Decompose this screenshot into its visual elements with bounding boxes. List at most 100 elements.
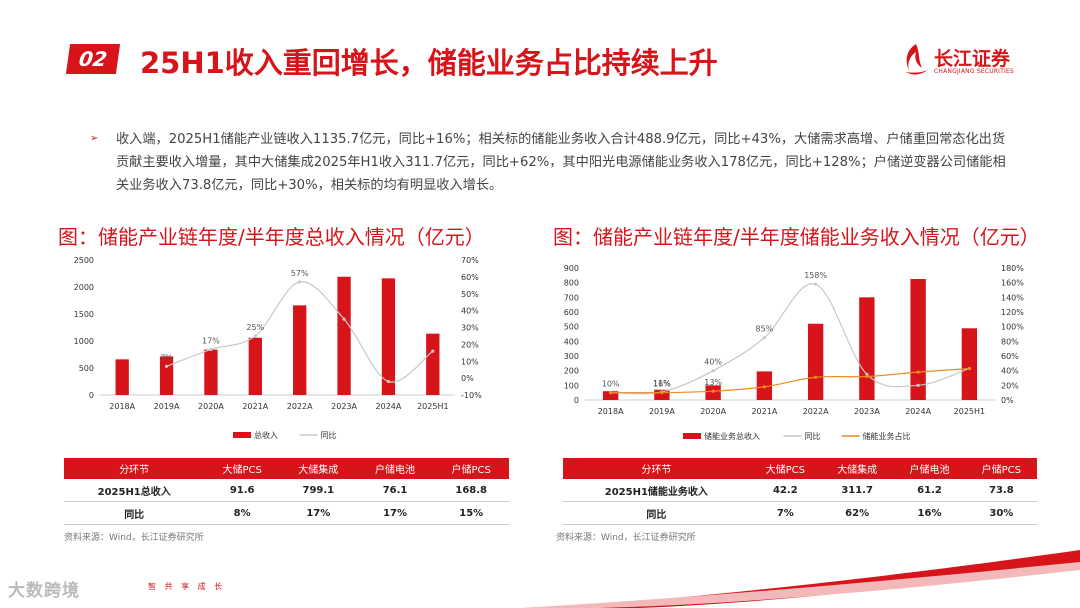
- table-cell: 42.2: [749, 479, 821, 502]
- data-label: 40%: [704, 358, 722, 367]
- series-line-储能业务占比: [610, 367, 970, 394]
- table-header-row: 分环节 大储PCS 大储集成 户储电池 户储PCS: [64, 458, 509, 479]
- y-right-tick-label: 50%: [461, 290, 479, 299]
- y-left-tick-label: 2000: [74, 283, 94, 292]
- data-label: 25%: [246, 323, 264, 332]
- line-point: [164, 364, 169, 368]
- data-label: 7%: [160, 353, 173, 362]
- logo-subtitle: CHANGJIANG SECURITIES: [934, 68, 1014, 75]
- table-cell: 2025H1总收入: [64, 479, 205, 502]
- table-header: 户储电池: [893, 458, 966, 479]
- y-right-tick-label: 0%: [461, 374, 474, 383]
- line-point: [253, 334, 257, 338]
- line-point: [762, 385, 766, 389]
- x-tick-label: 2018A: [109, 402, 135, 411]
- section-number-badge: 02: [65, 44, 121, 74]
- line-point: [865, 374, 869, 379]
- bar-2025H1: [961, 328, 978, 400]
- line-point: [762, 336, 766, 340]
- y-right-tick-label: 180%: [1001, 264, 1024, 273]
- line-point: [609, 391, 613, 395]
- table-header: 大储集成: [820, 458, 894, 479]
- x-tick-label: 2024A: [376, 402, 402, 411]
- y-right-tick-label: -10%: [461, 391, 482, 400]
- line-point: [342, 317, 346, 321]
- x-tick-label: 2019A: [649, 407, 675, 416]
- y-right-tick-label: 10%: [461, 357, 479, 366]
- data-label: 158%: [804, 271, 827, 280]
- y-right-tick-label: 30%: [461, 324, 479, 333]
- data-label: 17%: [202, 336, 220, 345]
- y-left-tick-label: 100: [564, 381, 579, 390]
- logo-emblem-icon: [906, 44, 928, 75]
- table-header: 户储PCS: [965, 458, 1037, 479]
- line-point: [967, 366, 971, 371]
- line-point: [711, 389, 715, 393]
- table-cell: 8%: [204, 501, 280, 525]
- table-row: 2025H1储能业务收入 42.2 311.7 61.2 73.8: [563, 479, 1037, 502]
- table-header: 分环节: [563, 458, 750, 479]
- line-point: [814, 282, 818, 286]
- bar-2023A: [859, 297, 875, 400]
- table-cell: 15%: [433, 501, 509, 525]
- table-cell: 168.8: [433, 479, 509, 502]
- data-label: 57%: [291, 269, 309, 278]
- y-right-tick-label: 80%: [1001, 337, 1019, 346]
- table-header: 户储电池: [356, 458, 434, 479]
- x-tick-label: 2020A: [700, 407, 726, 416]
- table-cell: 76.1: [356, 479, 434, 502]
- legend-label: 储能业务占比: [863, 431, 911, 441]
- footer-swoosh: [520, 550, 1080, 608]
- bar-2024A: [910, 279, 926, 400]
- x-tick-label: 2024A: [905, 407, 931, 416]
- x-tick-label: 2018A: [598, 407, 624, 416]
- left-chart-title: 图：储能产业链年度/半年度总收入情况（亿元）: [58, 225, 485, 249]
- table-header-row: 分环节 大储PCS 大储集成 户储电池 户储PCS: [563, 458, 1037, 479]
- line-point: [386, 379, 391, 384]
- y-right-tick-label: 40%: [461, 307, 479, 316]
- bar-2021A: [248, 337, 262, 395]
- bar-2023A: [337, 276, 351, 395]
- x-tick-label: 2021A: [242, 402, 268, 411]
- data-label: 16%: [653, 380, 671, 389]
- legend-label: 同比: [805, 431, 821, 441]
- x-tick-label: 2023A: [854, 407, 880, 416]
- line-point: [209, 347, 213, 352]
- x-tick-label: 2023A: [331, 402, 357, 411]
- table-cell: 91.6: [204, 479, 280, 502]
- y-right-tick-label: 160%: [1001, 279, 1024, 288]
- table-cell: 61.2: [893, 479, 966, 502]
- series-line-同比: [610, 283, 970, 395]
- bar-2018A: [115, 359, 129, 395]
- line-point: [814, 375, 818, 379]
- legend-label: 储能业务总收入: [704, 431, 760, 441]
- summary-paragraph: 收入端，2025H1储能产业链收入1135.7亿元，同比+16%；相关标的储能业…: [116, 132, 1006, 193]
- y-left-tick-label: 500: [79, 364, 94, 373]
- table-cell: 799.1: [279, 479, 357, 502]
- table-header: 大储PCS: [749, 458, 821, 479]
- table-header: 大储集成: [279, 458, 357, 479]
- bar-2019A: [654, 389, 670, 400]
- footer-slogan: 智 共 享 成 长: [148, 582, 226, 591]
- table-row: 同比 8% 17% 17% 15%: [64, 501, 509, 525]
- y-left-tick-label: 1500: [74, 310, 94, 319]
- table-row: 同比 7% 62% 16% 30%: [563, 501, 1037, 525]
- line-point: [431, 349, 435, 353]
- y-right-tick-label: 20%: [461, 340, 479, 349]
- bar-2022A: [807, 323, 824, 400]
- y-left-tick-label: 800: [564, 279, 579, 288]
- y-left-tick-label: 2500: [74, 256, 94, 265]
- right-data-table: 分环节 大储PCS 大储集成 户储电池 户储PCS 2025H1储能业务收入 4…: [563, 458, 1037, 525]
- left-source-note: 资料来源：Wind，长江证券研究所: [64, 533, 204, 543]
- x-tick-label: 2019A: [154, 402, 180, 411]
- y-right-tick-label: 140%: [1001, 293, 1024, 302]
- data-label: 13%: [704, 378, 722, 387]
- table-cell: 同比: [64, 501, 205, 525]
- y-right-tick-label: 60%: [1001, 352, 1019, 361]
- table-header: 户储PCS: [433, 458, 509, 479]
- legend-swatch: [233, 432, 251, 438]
- table-cell: 2025H1储能业务收入: [563, 479, 750, 502]
- table-cell: 同比: [563, 501, 750, 525]
- logo-name: 长江证券: [934, 48, 1011, 70]
- y-right-tick-label: 0%: [1001, 396, 1014, 405]
